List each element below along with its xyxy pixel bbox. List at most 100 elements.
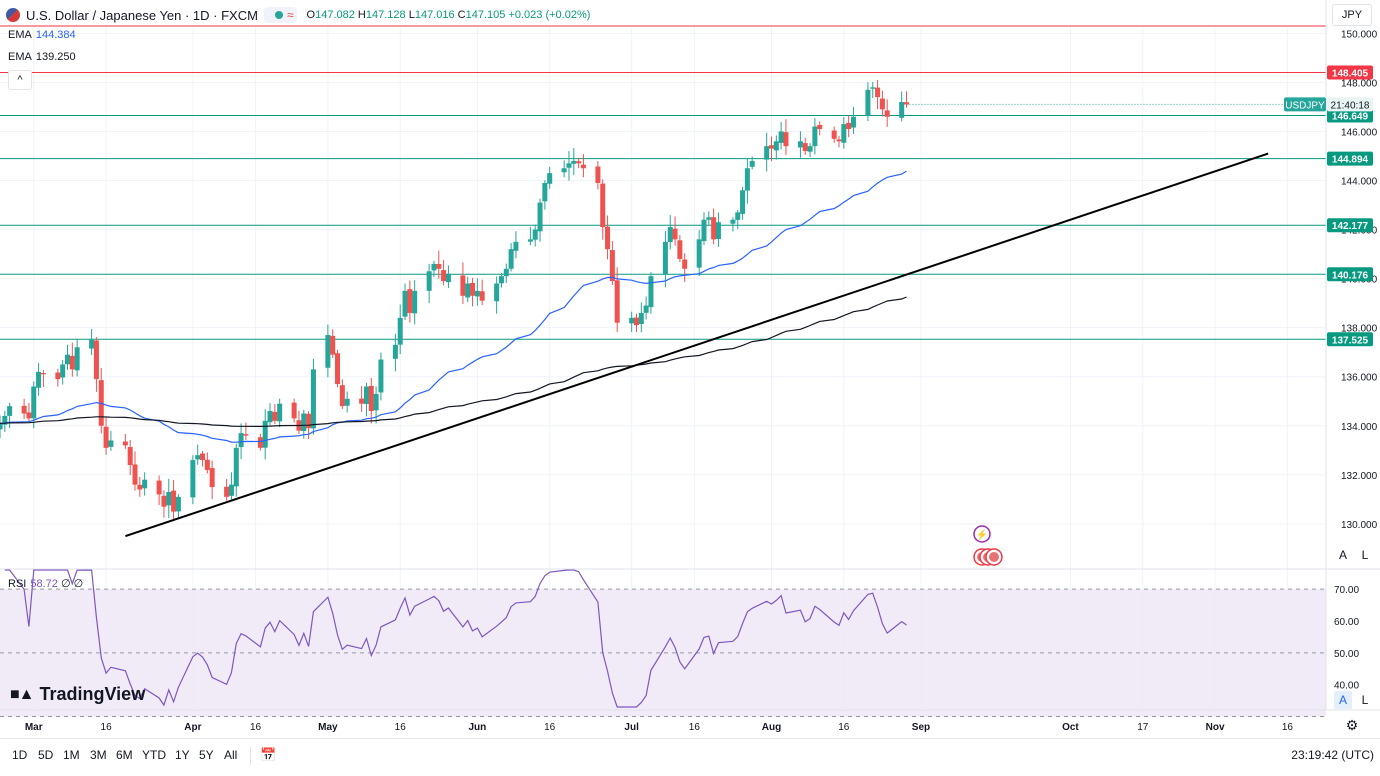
price-tick-label: 134.000 (1341, 422, 1378, 433)
candle-body (132, 464, 138, 485)
rsi-legend[interactable]: RSI 58.72 ∅ ∅ (8, 577, 83, 590)
candle-body (402, 290, 408, 317)
time-tick-label: 16 (838, 722, 850, 733)
symbol-title[interactable]: U.S. Dollar / Japanese Yen · 1D · FXCM (26, 7, 258, 23)
candle-body (470, 282, 476, 296)
candle-body (696, 239, 702, 268)
tradingview-logo[interactable]: ■▲ TradingView (10, 684, 145, 705)
timeframe-3m[interactable]: 3M (90, 748, 107, 762)
candle-body (576, 161, 582, 164)
log-scale-button[interactable]: L (1356, 546, 1374, 564)
time-tick-label: Nov (1206, 722, 1225, 733)
timeframe-1d[interactable]: 1D (12, 748, 28, 762)
candle-body (161, 495, 167, 507)
candle-body (306, 413, 312, 429)
candle-body (571, 160, 577, 164)
rsi-auto-scale-button[interactable]: A (1334, 691, 1352, 709)
candle-body (797, 141, 803, 148)
market-status-pill[interactable]: ≈ (263, 7, 297, 23)
collapse-legend-button[interactable]: ^ (8, 70, 32, 90)
timeframe-1y[interactable]: 1Y (175, 748, 190, 762)
lightning-icon-glyph: ⚡ (976, 528, 988, 541)
time-tick-label: 16 (101, 722, 113, 733)
candle-body (648, 276, 654, 308)
rsi-value: 58.72 (30, 578, 58, 590)
countdown-tag (1327, 97, 1373, 112)
time-tick-label: 16 (689, 722, 701, 733)
currency-button[interactable]: JPY (1332, 4, 1372, 26)
price-level-tag-label: 137.525 (1332, 335, 1369, 346)
candle-body (36, 371, 42, 388)
ema-slow-line (0, 296, 907, 428)
auto-scale-button[interactable]: A (1334, 546, 1352, 564)
candle-body (65, 354, 71, 365)
time-tick-label: 16 (250, 722, 262, 733)
candle-body (373, 393, 379, 411)
time-tick-label: Apr (184, 722, 201, 733)
ema-fast-legend[interactable]: EMA 144.384 (8, 29, 76, 41)
rsi-log-scale-button[interactable]: L (1356, 691, 1374, 709)
candle-body (0, 423, 3, 430)
candle-body (711, 217, 717, 240)
ema-slow-legend[interactable]: EMA 139.250 (8, 51, 76, 63)
bottom-toolbar: 1D 5D 1M 3M 6M YTD 1Y 5Y All 📅 23:19:42 (UTC) (0, 738, 1380, 773)
candle-body (21, 405, 27, 414)
low-value: 147.016 (414, 9, 455, 21)
timeframe-5y[interactable]: 5Y (199, 748, 214, 762)
candle-body (103, 426, 109, 448)
ema-fast-label: EMA (8, 29, 32, 41)
candle-body (74, 347, 80, 371)
price-level-tag-label: 142.177 (1332, 221, 1369, 232)
time-tick-label: 16 (544, 722, 556, 733)
candle-body (224, 486, 230, 497)
lightning-icon (973, 525, 991, 543)
candle-body (498, 276, 504, 284)
candle-body (643, 305, 649, 313)
candle-body (638, 312, 644, 325)
candle-body (503, 268, 509, 277)
candle-body (773, 141, 779, 151)
timeframe-all[interactable]: All (224, 748, 238, 762)
candle-body (749, 160, 755, 167)
timeframe-1m[interactable]: 1M (63, 748, 80, 762)
candle-body (60, 364, 66, 378)
candle-body (93, 340, 99, 380)
usdjpy-chart-svg[interactable]: 130.000132.000134.000136.000138.000140.0… (0, 0, 1380, 738)
candle-body (267, 411, 273, 423)
clock[interactable]: 23:19:42 (UTC) (1291, 748, 1374, 762)
candle-body (137, 484, 143, 490)
candle-body (89, 339, 95, 349)
candle-body (595, 166, 601, 183)
candle-body (783, 132, 789, 147)
candle-body (108, 440, 114, 447)
gear-icon[interactable]: ⚙ (1345, 716, 1359, 733)
candle-body (605, 226, 611, 250)
candle-body (310, 369, 316, 429)
candle-body (629, 317, 635, 324)
timeframe-ytd[interactable]: YTD (142, 748, 166, 762)
time-tick-label: Sep (912, 722, 930, 733)
candle-body (614, 280, 620, 323)
price-level-tag (1327, 151, 1373, 166)
candle-body (171, 490, 177, 512)
candle-body (600, 183, 606, 228)
open-value: 147.082 (315, 9, 355, 21)
candle-body (817, 124, 823, 130)
calendar-icon[interactable]: 📅 (260, 747, 277, 762)
candle-body (802, 143, 808, 152)
candle-body (836, 139, 842, 142)
usd-jpy-flag-icon (6, 8, 20, 22)
candle-body (846, 122, 852, 130)
candle-body (904, 102, 910, 105)
timeframe-5d[interactable]: 5D (38, 748, 54, 762)
timeframe-6m[interactable]: 6M (116, 748, 133, 762)
high-value: 147.128 (365, 9, 406, 21)
candle-body (262, 420, 268, 448)
low-label: L (408, 9, 415, 21)
candle-body (441, 270, 447, 282)
candle-body (272, 411, 278, 421)
rsi-extra: ∅ ∅ (60, 578, 84, 590)
candle-body (291, 402, 297, 419)
candle-body (701, 219, 707, 242)
